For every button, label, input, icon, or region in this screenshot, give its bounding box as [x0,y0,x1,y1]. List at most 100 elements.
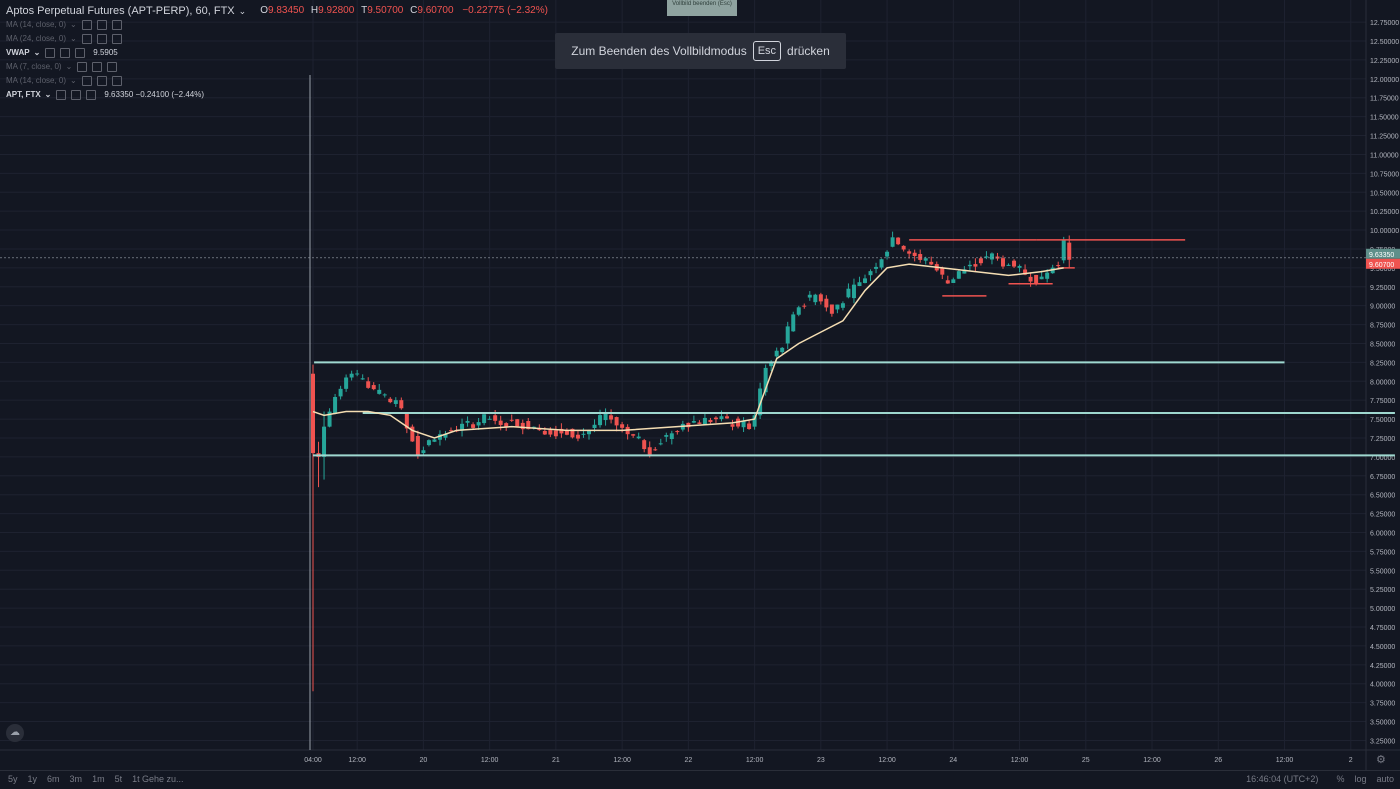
price-tick-label: 10.75000 [1370,171,1399,178]
percent-toggle[interactable]: % [1336,774,1345,784]
candle-body [443,433,448,438]
time-tick-label: 2 [1349,757,1353,764]
gear-icon[interactable] [60,48,71,58]
close-icon[interactable] [111,76,122,86]
candle-body [360,378,365,380]
price-tick-label: 7.75000 [1370,398,1395,405]
candle-body [835,304,840,310]
candle-body [1034,274,1039,285]
chevron-down-icon[interactable]: ⌄ [238,6,247,16]
range-1t[interactable]: 1t [132,774,140,784]
gear-icon[interactable] [92,62,103,72]
ohlc-high-value: 9.92800 [318,5,355,16]
gear-icon[interactable] [71,90,82,100]
candle-body [813,294,818,303]
candle-body [713,417,718,420]
indicator-row[interactable]: MA (24, close, 0) ⌄ [6,32,548,46]
close-icon[interactable] [111,20,122,30]
candle-body [901,245,906,250]
candle-body [631,434,636,436]
price-tick-label: 6.75000 [1370,474,1395,481]
symbol-title[interactable]: Aptos Perpetual Futures (APT-PERP), 60, … [6,5,235,17]
range-5y[interactable]: 5y [8,774,18,784]
range-5t[interactable]: 5t [114,774,123,784]
candle-body [415,436,420,456]
candle-body [377,389,382,394]
indicator-row[interactable]: MA (7, close, 0) ⌄ [6,60,548,74]
goto-button[interactable]: Gehe zu... [142,774,184,784]
candle-body [896,237,901,245]
range-3m[interactable]: 3m [69,774,83,784]
indicator-label: MA (24, close, 0) [6,34,67,43]
candle-body [984,256,989,258]
time-tick-label: 12:00 [878,757,896,764]
close-icon[interactable] [111,34,122,44]
candle-body [1006,264,1011,266]
close-icon[interactable] [107,62,118,72]
close-icon[interactable] [75,48,86,58]
candle-body [355,373,360,375]
price-tick-label: 10.50000 [1370,190,1399,197]
log-toggle[interactable]: log [1354,774,1367,784]
eye-icon[interactable] [81,34,92,44]
candle-body [923,258,928,261]
candle-body [460,423,465,431]
candle-body [664,435,669,437]
candle-body [410,426,415,442]
gear-icon[interactable] [96,34,107,44]
candle-body [725,416,729,419]
indicator-row-compare[interactable]: APT, FTX ⌄ 9.63350 −0.24100 (−2.44%) [6,88,548,102]
range-1m[interactable]: 1m [92,774,105,784]
price-tick-label: 7.50000 [1370,417,1395,424]
ohlc-readout: O9.83450 H9.92800 T9.50700 C9.60700 −0.2… [260,4,548,18]
eye-icon[interactable] [81,20,92,30]
time-tick-label: 25 [1082,757,1090,764]
candle-body [426,440,431,446]
range-1y[interactable]: 1y [27,774,38,784]
eye-icon[interactable] [77,62,88,72]
price-tick-label: 4.50000 [1370,644,1395,651]
price-tick-label: 11.75000 [1370,96,1399,103]
candle-body [553,430,558,437]
candle-body [471,424,476,428]
range-6m[interactable]: 6m [47,774,60,784]
price-tick-label: 12.25000 [1370,58,1399,65]
candle-body [747,423,752,430]
close-icon[interactable] [86,90,97,100]
eye-icon[interactable] [81,76,92,86]
gear-icon[interactable] [96,20,107,30]
candle-body [956,271,961,279]
candle-body [537,429,542,431]
price-tick-label: 4.00000 [1370,682,1395,689]
price-tick-label: 12.00000 [1370,77,1399,84]
candle-body [575,434,580,439]
candle-body [857,282,862,286]
indicator-row-vwap[interactable]: VWAP ⌄ 9.5905 [6,46,548,60]
candle-body [879,259,884,268]
candle-body [863,278,867,283]
eye-icon[interactable] [45,48,56,58]
candle-body [730,424,735,427]
candle-body [504,423,509,427]
tradingview-logo-icon[interactable]: ☁ [6,724,24,742]
candle-body [1023,269,1028,275]
candle-body [868,271,873,276]
chart-settings-gear-icon[interactable]: ⚙ [1376,754,1386,766]
candle-body [338,388,343,397]
candle-body [366,381,371,388]
price-tick-label: 10.00000 [1370,228,1399,235]
indicator-row[interactable]: MA (14, close, 0) ⌄ [6,18,548,32]
candle-body [708,420,713,423]
exit-fullscreen-badge[interactable]: Vollbild beenden (Esc) [667,0,737,16]
price-badge-label: 9.60700 [1369,262,1394,269]
toast-text-before: Zum Beenden des Vollbildmodus [571,44,747,58]
auto-toggle[interactable]: auto [1376,774,1394,784]
fullscreen-toast: Zum Beenden des Vollbildmodus Esc drücke… [555,33,846,69]
gear-icon[interactable] [96,76,107,86]
candle-body [846,288,851,298]
indicator-row[interactable]: MA (14, close, 0) ⌄ [6,74,548,88]
candle-body [570,428,575,438]
eye-icon[interactable] [56,90,67,100]
candle-body [322,426,327,457]
